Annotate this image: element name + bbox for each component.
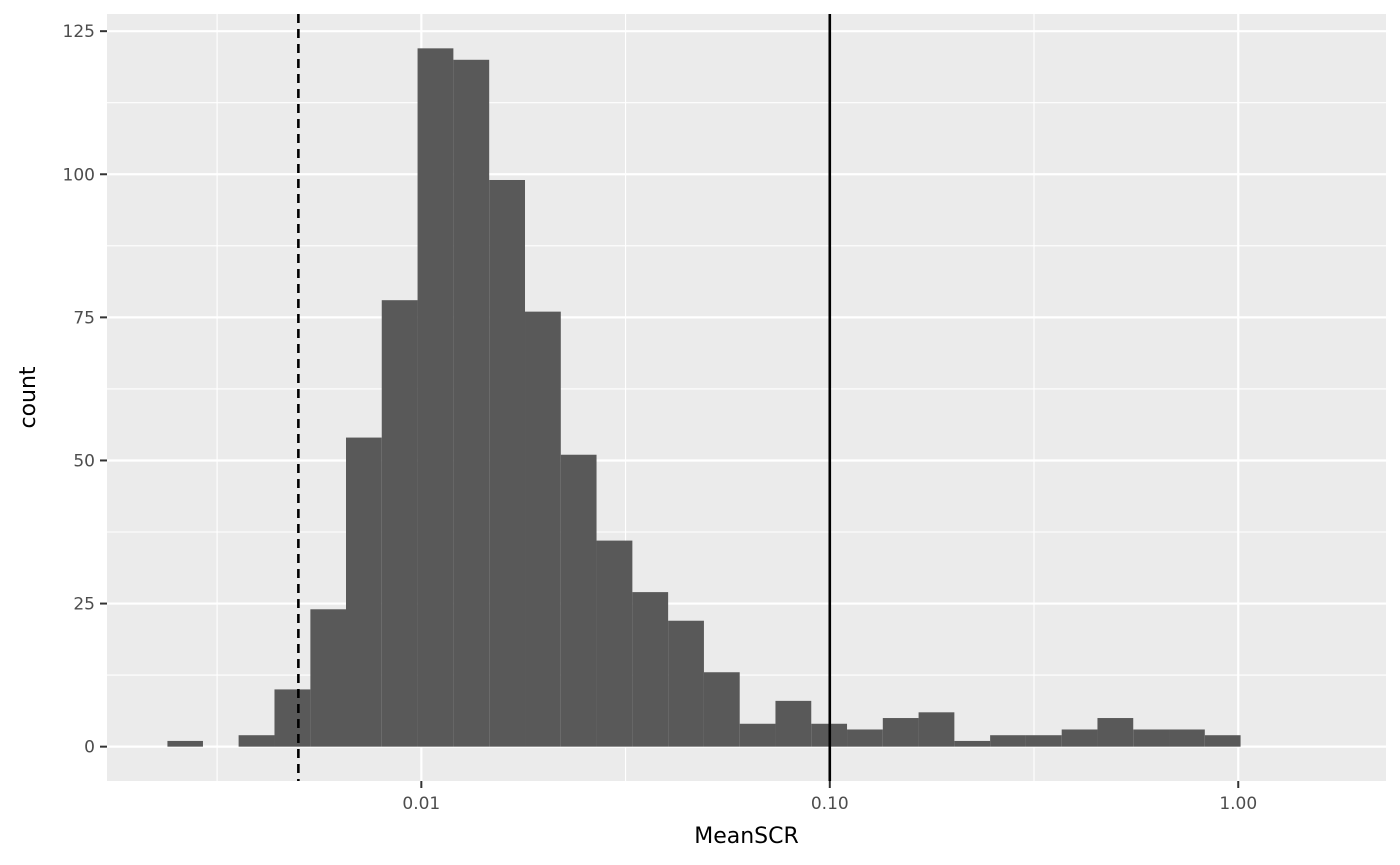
histogram-bar — [525, 311, 561, 747]
histogram-bar — [1097, 718, 1134, 747]
histogram-bar — [238, 735, 275, 747]
y-tick-label: 125 — [63, 22, 95, 42]
histogram-bar — [847, 729, 883, 747]
histogram-bar — [167, 740, 203, 747]
y-tick-label: 25 — [73, 595, 95, 615]
histogram-bar — [489, 179, 526, 747]
x-tick-label: 0.01 — [402, 794, 440, 814]
histogram-bar — [882, 718, 919, 747]
y-axis: 0 25 50 75 100 125 — [63, 22, 107, 758]
histogram-bar — [596, 540, 633, 747]
x-tick-label: 0.10 — [811, 794, 849, 814]
histogram-bars — [167, 48, 1241, 747]
y-tick-label: 100 — [63, 165, 95, 185]
histogram-bar — [310, 609, 347, 747]
y-tick-label: 0 — [84, 738, 95, 758]
histogram-bar — [1169, 729, 1205, 747]
histogram-bar — [739, 723, 776, 747]
histogram-bar — [453, 59, 490, 747]
x-axis-title: MeanSCR — [694, 824, 799, 849]
histogram-bar — [775, 700, 812, 747]
histogram-bar — [381, 300, 418, 747]
histogram-bar — [918, 712, 955, 747]
histogram-bar — [417, 48, 454, 747]
histogram-bar — [703, 672, 740, 747]
histogram-bar — [632, 592, 669, 747]
y-tick-label: 75 — [73, 308, 95, 328]
y-axis-title: count — [16, 366, 41, 428]
reference-lines — [297, 14, 832, 781]
histogram-bar — [954, 740, 991, 747]
histogram-bar — [1025, 735, 1062, 747]
y-tick-label: 50 — [73, 451, 95, 471]
histogram-bar — [990, 735, 1026, 747]
x-tick-label: 1.00 — [1219, 794, 1257, 814]
histogram-bar — [668, 620, 704, 747]
histogram-bar — [1133, 729, 1170, 747]
histogram-bar — [274, 689, 311, 747]
x-axis: 0.01 0.10 1.00 — [402, 781, 1257, 814]
histogram-bar — [560, 454, 597, 747]
histogram-bar — [1061, 729, 1098, 747]
histogram-bar — [1204, 735, 1241, 747]
histogram-bar — [346, 437, 382, 747]
